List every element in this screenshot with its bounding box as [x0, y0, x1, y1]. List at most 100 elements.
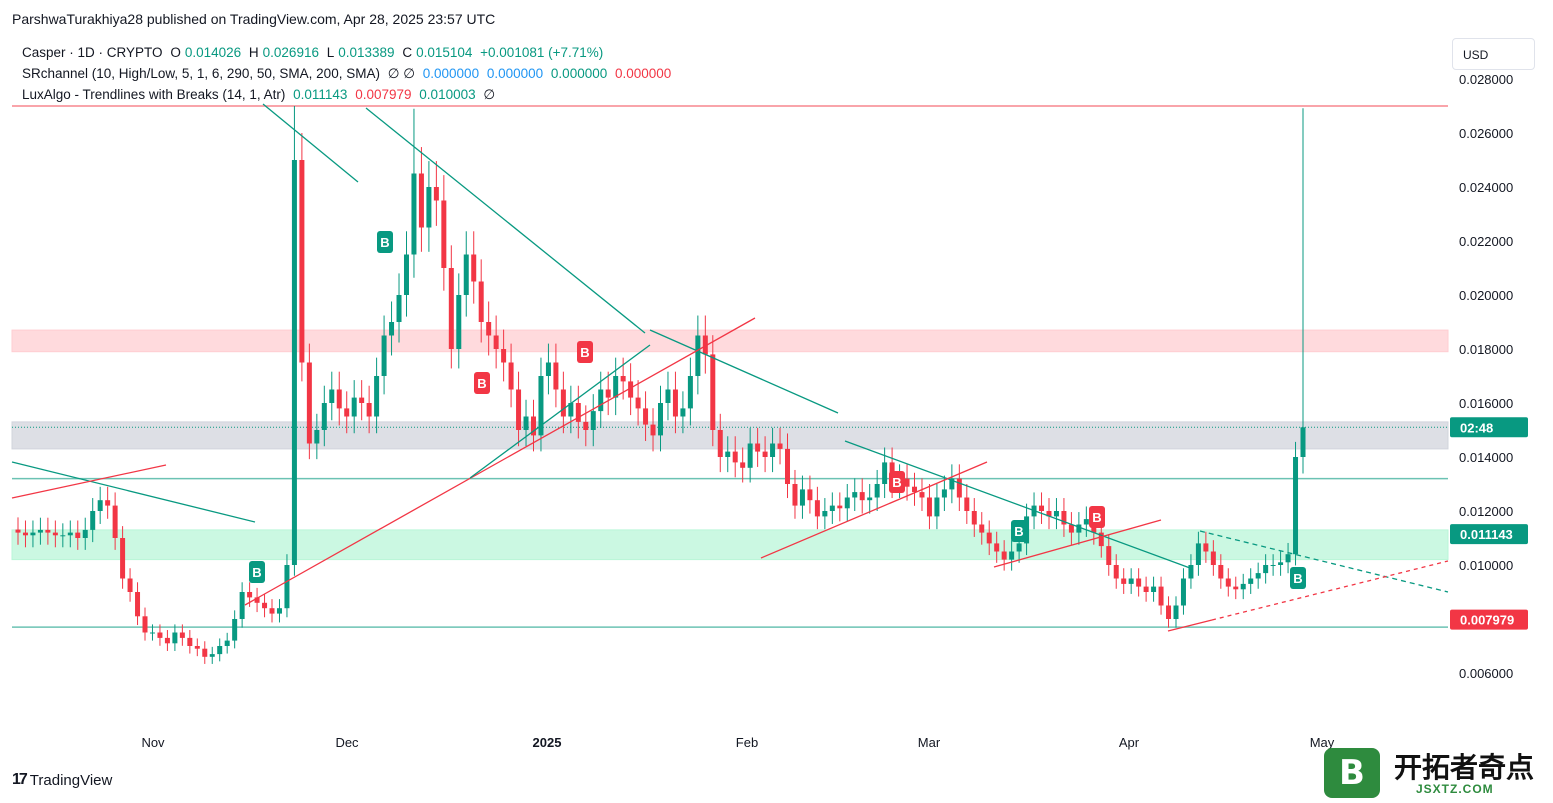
- candle-body: [45, 529, 51, 533]
- candle-body: [1061, 511, 1067, 525]
- candle-body: [366, 403, 372, 417]
- candle-body: [336, 389, 342, 409]
- candle-body: [269, 608, 275, 614]
- y-axis-tick-label: 0.016000: [1459, 396, 1513, 411]
- candle-body: [926, 497, 932, 517]
- candle-body: [433, 187, 439, 201]
- indicator-status: ∅: [483, 87, 496, 102]
- candle-body: [112, 505, 118, 538]
- candle-body: [516, 389, 522, 430]
- candle-body: [403, 254, 409, 295]
- break-label-text: B: [580, 345, 589, 360]
- candle-body: [448, 268, 454, 349]
- candle-body: [105, 500, 111, 506]
- y-axis-tick-label: 0.020000: [1459, 288, 1513, 303]
- tradingview-brand: TradingView: [29, 771, 113, 789]
- candle-body: [157, 632, 163, 638]
- candle-body: [247, 592, 253, 598]
- candle-body: [971, 511, 977, 525]
- candle-body: [986, 532, 992, 544]
- candle-body: [545, 362, 551, 376]
- y-axis-tick-label: 0.018000: [1459, 342, 1513, 357]
- candle-body: [299, 160, 305, 363]
- watermark-url: JSXTZ.COM: [1416, 782, 1494, 796]
- candle-body: [1293, 457, 1299, 555]
- candle-body: [194, 646, 200, 649]
- candle-body: [344, 408, 350, 417]
- candle-body: [964, 497, 970, 511]
- candle-body: [1270, 565, 1276, 566]
- break-label: [1011, 520, 1027, 542]
- candle-body: [52, 532, 58, 536]
- candle-body: [882, 462, 888, 484]
- indicator-legend-luxalgo[interactable]: LuxAlgo - Trendlines with Breaks (14, 1,…: [22, 87, 499, 103]
- break-label-text: B: [1293, 571, 1302, 586]
- tradingview-logo[interactable]: 17 TradingView: [12, 771, 112, 789]
- candle-body: [643, 408, 649, 425]
- candle-body: [209, 654, 215, 657]
- symbol-legend[interactable]: Casper · 1D · CRYPTO O 0.014026 H 0.026916…: [22, 45, 607, 60]
- candle-body: [1203, 543, 1209, 552]
- currency-button[interactable]: USD: [1452, 38, 1535, 70]
- candle-body: [1166, 605, 1172, 619]
- candle-body: [411, 173, 417, 255]
- candle-body: [1083, 519, 1089, 525]
- candle-body: [1098, 532, 1104, 547]
- y-axis-tick-label: 0.026000: [1459, 126, 1513, 141]
- trendline: [844, 440, 1191, 569]
- candle-body: [1068, 524, 1074, 533]
- candle-body: [650, 424, 656, 436]
- candle-body: [1113, 565, 1119, 579]
- candle-body: [538, 376, 544, 436]
- publisher-line: ParshwaTurakhiya28 published on TradingV…: [12, 11, 496, 27]
- candle-body: [172, 632, 178, 644]
- candle-body: [15, 529, 21, 533]
- candle-body: [149, 632, 155, 634]
- candle-body: [523, 416, 529, 430]
- candle-body: [717, 430, 723, 457]
- candle-body: [994, 543, 1000, 552]
- price-tag-text: 0.011143: [1460, 527, 1513, 542]
- candle-body: [37, 529, 43, 533]
- candle-body: [142, 616, 148, 633]
- candle-body: [262, 602, 268, 609]
- candle-body: [897, 478, 903, 484]
- candle-body: [859, 492, 865, 501]
- y-axis-tick-label: 0.006000: [1459, 666, 1513, 681]
- break-label-text: B: [380, 235, 389, 250]
- candle-body: [75, 532, 81, 538]
- indicator-legend-srchannel[interactable]: SRchannel (10, High/Low, 5, 1, 6, 290, 5…: [22, 66, 675, 82]
- candle-body: [1180, 578, 1186, 606]
- candle-body: [418, 173, 424, 228]
- ohlc-high: H 0.026916: [248, 45, 319, 60]
- candle-body: [1218, 565, 1224, 579]
- candle-body: [777, 443, 783, 449]
- candle-body: [135, 592, 141, 617]
- break-label: [577, 341, 593, 363]
- candle-body: [187, 637, 193, 646]
- candle-body: [284, 565, 290, 609]
- x-axis-tick-label: Nov: [141, 735, 165, 750]
- candle-body: [560, 389, 566, 417]
- y-axis-tick-label: 0.028000: [1459, 72, 1513, 87]
- indicator-value: 0.011143: [293, 87, 348, 102]
- candle-body: [702, 335, 708, 355]
- candle-body: [493, 335, 499, 349]
- trendline: [993, 519, 1162, 568]
- candle-body: [710, 354, 716, 430]
- candle-body: [949, 478, 955, 490]
- candle-body: [807, 489, 813, 501]
- candle-body: [291, 160, 297, 565]
- candle-body: [1240, 583, 1246, 590]
- break-label-text: B: [1092, 510, 1101, 525]
- candle-body: [665, 389, 671, 403]
- price-tag: [1450, 417, 1528, 438]
- candle-body: [530, 416, 536, 436]
- trendline: [1211, 560, 1449, 621]
- watermark: B 开拓者奇点 JSXTZ.COM: [1310, 742, 1550, 802]
- y-axis-tick-label: 0.008000: [1459, 612, 1513, 627]
- candle-body: [747, 443, 753, 468]
- candle-body: [620, 376, 626, 382]
- candle-body: [1016, 543, 1022, 552]
